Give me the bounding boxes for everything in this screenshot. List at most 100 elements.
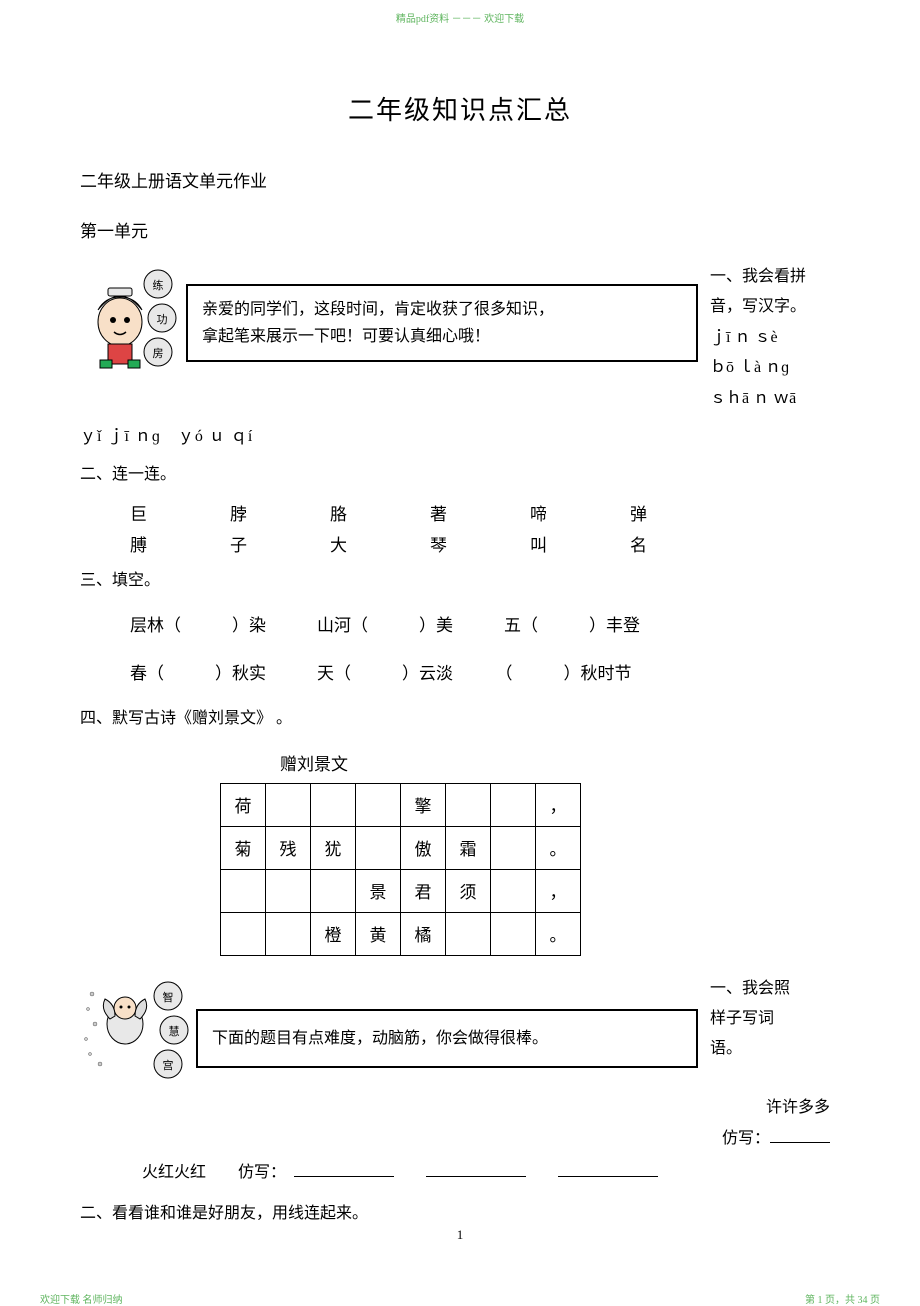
- page-number: 1: [457, 1227, 464, 1243]
- right-column-1: 一、我会看拼 音，写汉字。 ｊī ｎ ｓè ｂō ｌà ｎɡ ｓｈā ｎ ｗā: [698, 262, 840, 414]
- pinyin: ｓｈā ｎ ｗā: [710, 384, 840, 414]
- cell: [491, 912, 536, 955]
- blank-line: [558, 1160, 658, 1177]
- cell: 犹: [311, 826, 356, 869]
- cell: [446, 912, 491, 955]
- char: 啼: [530, 500, 570, 525]
- cell: 擎: [401, 783, 446, 826]
- cell: [491, 783, 536, 826]
- cell: 君: [401, 869, 446, 912]
- bubble-text-2: 慧: [169, 1024, 180, 1038]
- unit-label: 第一单元: [80, 217, 840, 242]
- imitate-text: 火红火红 仿写：: [110, 1164, 286, 1181]
- cell: ，: [536, 869, 581, 912]
- table-row: 橙 黄 橘 。: [221, 912, 581, 955]
- speech-line: 亲爱的同学们，这段时间，肯定收获了很多知识，: [202, 296, 682, 323]
- speech-line: 拿起笔来展示一下吧！可要认真细心哦！: [202, 323, 682, 350]
- cell: [356, 826, 401, 869]
- blank-line: [426, 1160, 526, 1177]
- cell: 残: [266, 826, 311, 869]
- example-area: 许许多多 仿写：: [80, 1092, 840, 1148]
- table-row: 景 君 须 ，: [221, 869, 581, 912]
- char: 琴: [430, 531, 470, 556]
- blank-line: [294, 1160, 394, 1177]
- char-row-2: 膊 子 大 琴 叫 名: [80, 531, 840, 556]
- cell: [311, 783, 356, 826]
- example-text: 许许多多: [80, 1092, 830, 1124]
- cell: 。: [536, 912, 581, 955]
- poem-title: 赠刘景文: [80, 750, 840, 775]
- cell: [221, 912, 266, 955]
- cell: 。: [536, 826, 581, 869]
- cell: [266, 783, 311, 826]
- cell: 须: [446, 869, 491, 912]
- subtitle: 二年级上册语文单元作业: [80, 167, 840, 192]
- char: 大: [330, 531, 370, 556]
- cell: 菊: [221, 826, 266, 869]
- page-content: 二年级知识点汇总 二年级上册语文单元作业 第一单元 练: [0, 0, 920, 1279]
- char: 著: [430, 500, 470, 525]
- bubble-text-3: 宫: [163, 1058, 174, 1072]
- char: 名: [630, 531, 670, 556]
- cell: [356, 783, 401, 826]
- cell: [446, 783, 491, 826]
- table-row: 菊 残 犹 傲 霜 。: [221, 826, 581, 869]
- cell: [266, 912, 311, 955]
- footer-left: 欢迎下载 名师归纳: [40, 1291, 123, 1306]
- speech-line: 下面的题目有点难度，动脑筋，你会做得很棒。: [212, 1025, 682, 1052]
- callout-2: 智 慧 宫 下面的题目有点难度，动脑筋，你会做得很棒。 一、我会照 样子写词 语…: [80, 974, 840, 1084]
- bubble-text-2: 功: [157, 313, 168, 326]
- cell: [491, 826, 536, 869]
- footer-right: 第 1 页，共 34 页: [805, 1291, 880, 1306]
- pinyin: ｊī ｎ ｓè: [710, 323, 840, 353]
- q1-line: 音，写汉字。: [710, 292, 840, 322]
- char: 弹: [630, 500, 670, 525]
- section-3-header: 三、填空。: [80, 564, 840, 598]
- char: 子: [230, 531, 270, 556]
- bubble-text-1: 智: [163, 990, 174, 1004]
- imitate-line: 火红火红 仿写：: [80, 1156, 840, 1190]
- cell: 景: [356, 869, 401, 912]
- q1-line: 语。: [710, 1034, 840, 1064]
- cell: ，: [536, 783, 581, 826]
- pinyin: ｂō ｌà ｎɡ: [710, 353, 840, 383]
- cell: 傲: [401, 826, 446, 869]
- mascot-icon: 练 功 房: [80, 262, 190, 372]
- section-2-header: 二、连一连。: [80, 458, 840, 492]
- cell: [311, 869, 356, 912]
- cell: 荷: [221, 783, 266, 826]
- blank-line: [770, 1126, 830, 1143]
- fill-row: 层林（ ）染 山河（ ）美 五（ ）丰登: [80, 607, 840, 644]
- char-row-1: 巨 脖 胳 著 啼 弹: [80, 500, 840, 525]
- char: 胳: [330, 500, 370, 525]
- speech-box-2: 下面的题目有点难度，动脑筋，你会做得很棒。: [196, 1009, 698, 1068]
- q1-line: 样子写词: [710, 1004, 840, 1034]
- cell: [221, 869, 266, 912]
- speech-box-1: 亲爱的同学们，这段时间，肯定收获了很多知识， 拿起笔来展示一下吧！可要认真细心哦…: [186, 284, 698, 362]
- bubble-text-3: 房: [153, 347, 164, 360]
- page-title: 二年级知识点汇总: [80, 90, 840, 127]
- char: 膊: [130, 531, 170, 556]
- q1-line: 一、我会看拼: [710, 262, 840, 292]
- section-2b-header: 二、看看谁和谁是好朋友，用线连起来。: [80, 1197, 840, 1231]
- cell: 橘: [401, 912, 446, 955]
- imitate-label: 仿写：: [722, 1130, 770, 1147]
- cell: 霜: [446, 826, 491, 869]
- poem-table: 荷 擎 ， 菊 残 犹 傲 霜 。 景 君 须 ，: [220, 783, 581, 956]
- q1-line: 一、我会照: [710, 974, 840, 1004]
- watermark-top: 精品pdf资料 －－－ 欢迎下载: [396, 10, 524, 25]
- cell: 橙: [311, 912, 356, 955]
- pinyin-line: ｙǐ ｊī ｎɡ ｙó ｕ ｑí: [80, 422, 840, 446]
- imitate-right: 仿写：: [80, 1124, 830, 1148]
- char: 巨: [130, 500, 170, 525]
- mascot-2-icon: 智 慧 宫: [80, 974, 200, 1084]
- cell: [491, 869, 536, 912]
- char: 脖: [230, 500, 270, 525]
- callout-1: 练 功 房 亲爱的同学们，这段时间，肯定收获了很多知识， 拿起笔来展示一下吧！可…: [80, 262, 840, 414]
- char: 叫: [530, 531, 570, 556]
- fill-row: 春（ ）秋实 天（ ）云淡 （ ）秋时节: [80, 655, 840, 692]
- cell: 黄: [356, 912, 401, 955]
- bubble-text-1: 练: [153, 278, 164, 292]
- cell: [266, 869, 311, 912]
- table-row: 荷 擎 ，: [221, 783, 581, 826]
